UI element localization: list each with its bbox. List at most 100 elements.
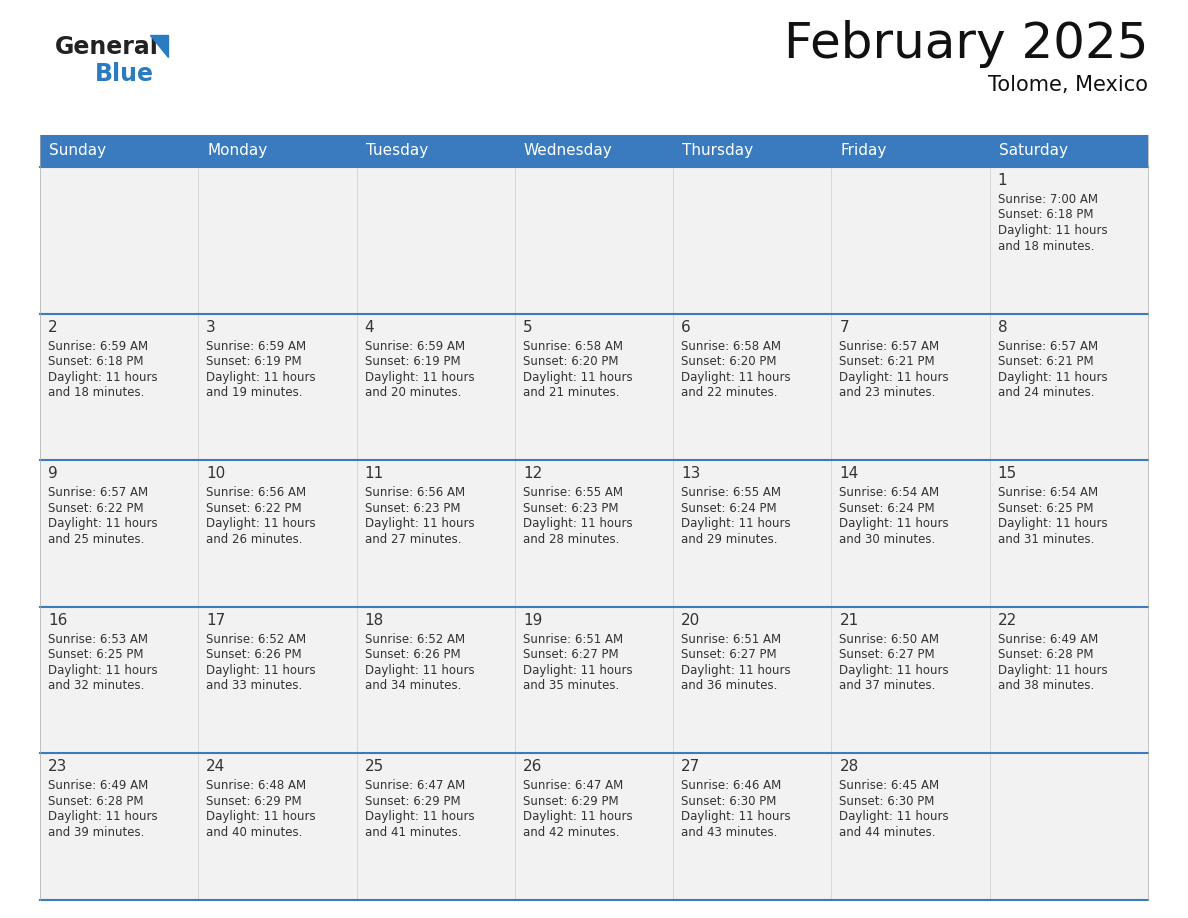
Text: Sunrise: 6:47 AM: Sunrise: 6:47 AM xyxy=(523,779,624,792)
Text: and 18 minutes.: and 18 minutes. xyxy=(998,240,1094,252)
Text: 12: 12 xyxy=(523,466,542,481)
Text: Sunset: 6:26 PM: Sunset: 6:26 PM xyxy=(365,648,460,661)
Text: Daylight: 11 hours: Daylight: 11 hours xyxy=(207,371,316,384)
Text: Sunset: 6:30 PM: Sunset: 6:30 PM xyxy=(840,795,935,808)
Text: Sunrise: 6:45 AM: Sunrise: 6:45 AM xyxy=(840,779,940,792)
Text: Sunrise: 6:52 AM: Sunrise: 6:52 AM xyxy=(207,633,307,645)
Text: Sunrise: 6:55 AM: Sunrise: 6:55 AM xyxy=(681,487,782,499)
Bar xyxy=(990,167,1148,314)
Text: Daylight: 11 hours: Daylight: 11 hours xyxy=(840,371,949,384)
Text: Daylight: 11 hours: Daylight: 11 hours xyxy=(840,811,949,823)
Text: Sunrise: 6:50 AM: Sunrise: 6:50 AM xyxy=(840,633,940,645)
Text: and 30 minutes.: and 30 minutes. xyxy=(840,532,936,545)
Text: and 44 minutes.: and 44 minutes. xyxy=(840,826,936,839)
Text: Sunset: 6:28 PM: Sunset: 6:28 PM xyxy=(998,648,1093,661)
Bar xyxy=(198,460,356,607)
Text: Sunrise: 6:52 AM: Sunrise: 6:52 AM xyxy=(365,633,465,645)
Text: 1: 1 xyxy=(998,173,1007,188)
Bar xyxy=(198,754,356,900)
Text: Sunrise: 6:56 AM: Sunrise: 6:56 AM xyxy=(365,487,465,499)
Text: and 40 minutes.: and 40 minutes. xyxy=(207,826,303,839)
Text: 18: 18 xyxy=(365,613,384,628)
Text: Sunset: 6:29 PM: Sunset: 6:29 PM xyxy=(365,795,460,808)
Text: Daylight: 11 hours: Daylight: 11 hours xyxy=(365,811,474,823)
Bar xyxy=(674,314,832,460)
Bar xyxy=(990,460,1148,607)
Bar xyxy=(40,754,198,900)
Text: Saturday: Saturday xyxy=(999,143,1068,159)
Text: and 35 minutes.: and 35 minutes. xyxy=(523,679,619,692)
Text: Sunrise: 6:48 AM: Sunrise: 6:48 AM xyxy=(207,779,307,792)
Bar xyxy=(832,167,990,314)
Text: 21: 21 xyxy=(840,613,859,628)
Text: Tuesday: Tuesday xyxy=(366,143,428,159)
Text: Sunset: 6:25 PM: Sunset: 6:25 PM xyxy=(998,502,1093,515)
Text: Sunrise: 6:53 AM: Sunrise: 6:53 AM xyxy=(48,633,148,645)
Text: Monday: Monday xyxy=(207,143,267,159)
Bar xyxy=(356,754,514,900)
Text: 5: 5 xyxy=(523,319,532,334)
Bar xyxy=(514,607,674,754)
Text: and 31 minutes.: and 31 minutes. xyxy=(998,532,1094,545)
Text: Daylight: 11 hours: Daylight: 11 hours xyxy=(681,664,791,677)
Text: Sunset: 6:24 PM: Sunset: 6:24 PM xyxy=(681,502,777,515)
Text: Daylight: 11 hours: Daylight: 11 hours xyxy=(48,517,158,531)
Text: Sunset: 6:22 PM: Sunset: 6:22 PM xyxy=(48,502,144,515)
Text: Sunset: 6:28 PM: Sunset: 6:28 PM xyxy=(48,795,144,808)
Text: 22: 22 xyxy=(998,613,1017,628)
Text: and 41 minutes.: and 41 minutes. xyxy=(365,826,461,839)
Text: Sunset: 6:20 PM: Sunset: 6:20 PM xyxy=(681,355,777,368)
Text: and 29 minutes.: and 29 minutes. xyxy=(681,532,778,545)
Text: Daylight: 11 hours: Daylight: 11 hours xyxy=(998,224,1107,237)
Text: Sunset: 6:27 PM: Sunset: 6:27 PM xyxy=(840,648,935,661)
Text: Daylight: 11 hours: Daylight: 11 hours xyxy=(207,664,316,677)
Text: Sunrise: 6:57 AM: Sunrise: 6:57 AM xyxy=(840,340,940,353)
Text: and 27 minutes.: and 27 minutes. xyxy=(365,532,461,545)
Text: Sunset: 6:21 PM: Sunset: 6:21 PM xyxy=(998,355,1093,368)
Text: Sunrise: 6:57 AM: Sunrise: 6:57 AM xyxy=(48,487,148,499)
Text: Sunset: 6:23 PM: Sunset: 6:23 PM xyxy=(523,502,619,515)
Bar xyxy=(356,314,514,460)
Text: 16: 16 xyxy=(48,613,68,628)
Bar xyxy=(40,167,198,314)
Text: Sunrise: 6:46 AM: Sunrise: 6:46 AM xyxy=(681,779,782,792)
Text: 23: 23 xyxy=(48,759,68,775)
Text: Sunset: 6:18 PM: Sunset: 6:18 PM xyxy=(998,208,1093,221)
Text: 15: 15 xyxy=(998,466,1017,481)
Text: and 19 minutes.: and 19 minutes. xyxy=(207,386,303,399)
Text: and 32 minutes.: and 32 minutes. xyxy=(48,679,145,692)
Text: and 22 minutes.: and 22 minutes. xyxy=(681,386,778,399)
Text: and 21 minutes.: and 21 minutes. xyxy=(523,386,619,399)
Text: Daylight: 11 hours: Daylight: 11 hours xyxy=(365,371,474,384)
Text: Thursday: Thursday xyxy=(682,143,753,159)
Text: Sunrise: 6:59 AM: Sunrise: 6:59 AM xyxy=(207,340,307,353)
Text: Daylight: 11 hours: Daylight: 11 hours xyxy=(365,517,474,531)
Text: and 28 minutes.: and 28 minutes. xyxy=(523,532,619,545)
Bar xyxy=(40,460,198,607)
Bar xyxy=(674,754,832,900)
Text: Sunset: 6:27 PM: Sunset: 6:27 PM xyxy=(523,648,619,661)
Text: February 2025: February 2025 xyxy=(784,20,1148,68)
Bar xyxy=(198,607,356,754)
Text: Sunset: 6:25 PM: Sunset: 6:25 PM xyxy=(48,648,144,661)
Text: Sunday: Sunday xyxy=(49,143,106,159)
Text: Daylight: 11 hours: Daylight: 11 hours xyxy=(998,371,1107,384)
Text: Sunrise: 6:59 AM: Sunrise: 6:59 AM xyxy=(365,340,465,353)
Text: Sunrise: 6:59 AM: Sunrise: 6:59 AM xyxy=(48,340,148,353)
Text: 3: 3 xyxy=(207,319,216,334)
Text: 26: 26 xyxy=(523,759,542,775)
Bar xyxy=(832,460,990,607)
Text: Sunrise: 6:49 AM: Sunrise: 6:49 AM xyxy=(48,779,148,792)
Text: Sunset: 6:20 PM: Sunset: 6:20 PM xyxy=(523,355,619,368)
Text: and 38 minutes.: and 38 minutes. xyxy=(998,679,1094,692)
Text: 20: 20 xyxy=(681,613,701,628)
Text: Daylight: 11 hours: Daylight: 11 hours xyxy=(681,811,791,823)
Text: Sunrise: 7:00 AM: Sunrise: 7:00 AM xyxy=(998,193,1098,206)
Bar xyxy=(674,607,832,754)
Text: 9: 9 xyxy=(48,466,58,481)
Text: and 36 minutes.: and 36 minutes. xyxy=(681,679,777,692)
Bar xyxy=(674,167,832,314)
Text: 14: 14 xyxy=(840,466,859,481)
Text: and 42 minutes.: and 42 minutes. xyxy=(523,826,619,839)
Text: Daylight: 11 hours: Daylight: 11 hours xyxy=(681,517,791,531)
